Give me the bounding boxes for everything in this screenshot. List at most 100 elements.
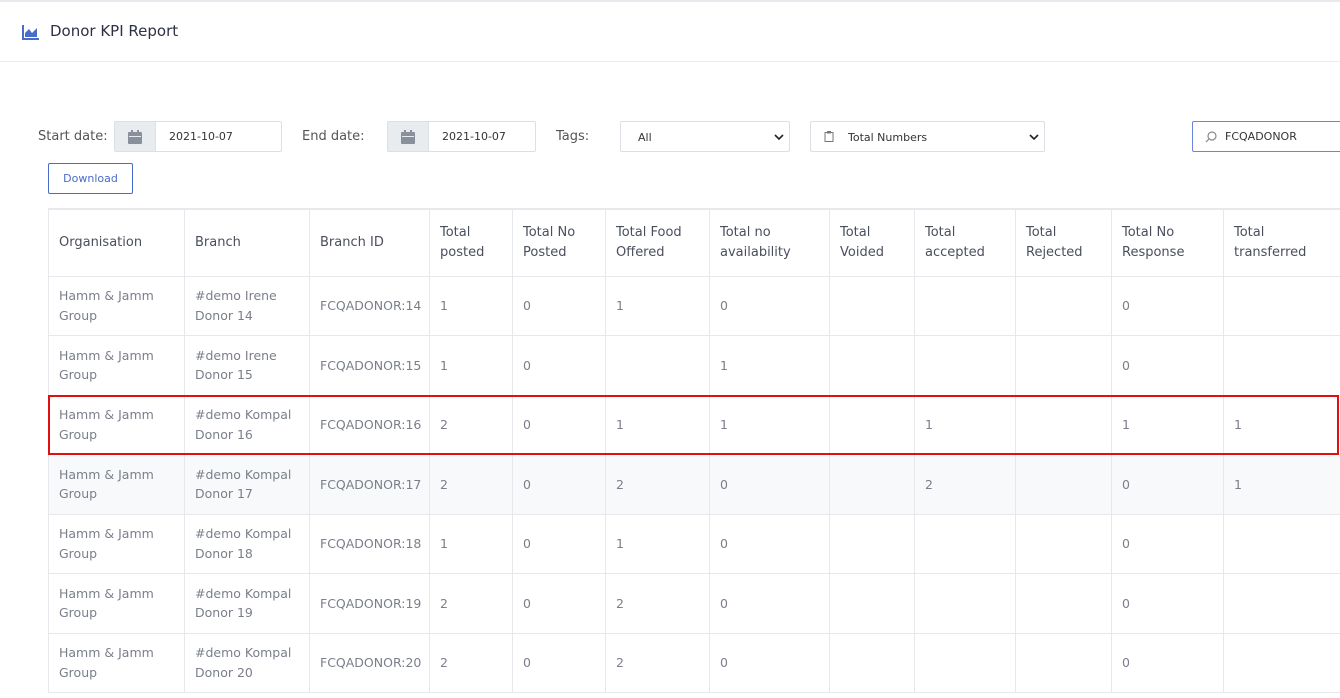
table-row: Hamm & Jamm Group #demo Kompal Donor 20 FC… [48,632,1340,693]
table-cell: #demo Kompal Donor 19 [184,573,310,634]
table-cell: 0 [709,513,830,574]
dropdown-arrow [1029,134,1039,141]
table-cell: 1 [429,275,513,336]
table-cell: 1 [605,275,710,336]
empty-cell [914,513,1016,574]
table-cell: 2 [605,454,710,515]
end-date-input[interactable]: 2021-10-07 [387,121,536,152]
table-cell: #demo Kompal Donor 18 [184,513,310,574]
table-cell: FCQADONOR:15 [309,335,430,396]
empty-cell [605,335,710,396]
calendar-icon [401,130,415,144]
header: Donor KPI Report [0,2,1340,62]
tags-select[interactable]: All [620,121,790,152]
tags-label: Tags: [556,129,590,144]
table-cell: 0 [1111,454,1224,515]
table-cell: 0 [709,454,830,515]
empty-cell [829,394,915,455]
table-cell: 2 [429,394,513,455]
table-cell: 1 [914,394,1016,455]
table-cell: Hamm & Jamm Group [48,394,185,455]
table-cell: #demo Kompal Donor 17 [184,454,310,515]
table-cell: 1 [429,335,513,396]
table-cell: 2 [605,632,710,693]
mode-select[interactable]: Total Numbers [810,121,1045,152]
header-row: Organisation Branch Branch ID Total posted T… [48,208,1340,277]
empty-cell [914,632,1016,693]
start-date-input[interactable]: 2021-10-07 [114,121,282,152]
empty-cell [1223,275,1340,336]
column-header: Branch ID [309,208,430,277]
column-header: Total no availability [709,208,830,277]
column-header: Total Voided [829,208,915,277]
empty-cell [829,573,915,634]
kpi-table: Organisation Branch Branch ID Total posted T… [48,208,1340,693]
empty-cell [1223,335,1340,396]
search-icon [1205,131,1217,143]
table-cell: 2 [429,573,513,634]
column-header: Total No Posted [512,208,606,277]
column-header: Total accepted [914,208,1016,277]
table-cell: 2 [429,454,513,515]
empty-cell [829,275,915,336]
search-input[interactable]: FCQADONOR [1192,121,1340,152]
table-cell: Hamm & Jamm Group [48,335,185,396]
table-row: Hamm & Jamm Group #demo Irene Donor 14 FCQ… [48,275,1340,336]
mode-value: Total Numbers [848,131,928,144]
table-row: Hamm & Jamm Group #demo Kompal Donor 17 FC… [48,454,1340,515]
empty-cell [829,454,915,515]
table-cell: 0 [1111,573,1224,634]
column-header: Branch [184,208,310,277]
table-cell: 0 [709,573,830,634]
table-cell: FCQADONOR:20 [309,632,430,693]
column-header: Total No Response [1111,208,1224,277]
page-title: Donor KPI Report [50,22,179,40]
table-body: Hamm & Jamm Group #demo Irene Donor 14 FCQ… [48,275,1340,693]
calendar-icon [128,130,142,144]
empty-cell [914,275,1016,336]
calendar-addon [115,122,156,151]
table-cell: FCQADONOR:16 [309,394,430,455]
end-date-label: End date: [302,129,365,144]
table-cell: 0 [1111,335,1224,396]
table-cell: 0 [512,573,606,634]
search-value: FCQADONOR [1225,130,1297,143]
table-cell: 1 [1111,394,1224,455]
table-cell: 0 [709,275,830,336]
table-cell: #demo Irene Donor 14 [184,275,310,336]
table-cell: Hamm & Jamm Group [48,573,185,634]
empty-cell [1223,513,1340,574]
table-cell: 0 [512,275,606,336]
column-header: Total posted [429,208,513,277]
column-header: Total transferred [1223,208,1340,277]
empty-cell [829,632,915,693]
table-cell: 0 [512,394,606,455]
empty-cell [1015,335,1112,396]
download-button[interactable]: Download [48,163,133,194]
empty-cell [829,335,915,396]
table-cell: 1 [1223,454,1340,515]
empty-cell [1015,275,1112,336]
table-row: Hamm & Jamm Group #demo Kompal Donor 16 FC… [48,394,1340,455]
table-row: Hamm & Jamm Group #demo Kompal Donor 19 FC… [48,573,1340,634]
clipboard-icon [824,131,834,142]
table-container: Organisation Branch Branch ID Total posted T… [48,208,1340,693]
table-row: Hamm & Jamm Group #demo Irene Donor 15 FCQ… [48,335,1340,396]
table-cell: Hamm & Jamm Group [48,454,185,515]
calendar-addon [388,122,429,151]
table-cell: 0 [1111,632,1224,693]
empty-cell [1015,573,1112,634]
table-cell: 0 [512,454,606,515]
table-cell: Hamm & Jamm Group [48,632,185,693]
table-cell: 1 [429,513,513,574]
table-cell: 1 [709,335,830,396]
table-cell: 1 [1223,394,1340,455]
table-cell: 1 [709,394,830,455]
table-cell: FCQADONOR:14 [309,275,430,336]
column-header: Organisation [48,208,185,277]
empty-cell [1223,573,1340,634]
table-cell: 0 [709,632,830,693]
table-cell: Hamm & Jamm Group [48,275,185,336]
table-cell: 0 [512,335,606,396]
